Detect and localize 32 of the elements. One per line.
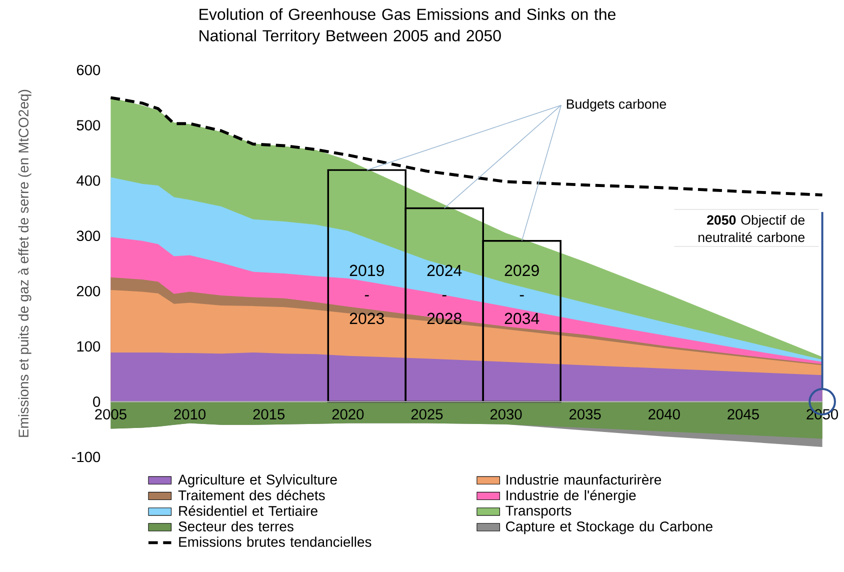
y-tick-label: 500 (76, 120, 100, 130)
x-tick-label: 2025 (411, 409, 443, 420)
legend-label: Industrie de l'énergie (506, 490, 636, 504)
chart-title: Evolution of Greenhouse Gas Emissions and Sinks on the National Territory Between 2005 and 2050 (200, 8, 616, 45)
x-tick-label: 2020 (332, 409, 364, 420)
legend-label: Capture et Stockage du Carbone (506, 521, 712, 534)
annotation: 2050 Objectif de neutralité carbone (698, 214, 805, 242)
x-tick-label: 2015 (253, 409, 285, 420)
legend-label: Emissions brutes tendancielles (179, 536, 372, 547)
y-axis-title: Emissions et puits de gaz à effet de serre (en MtCO2eq) (18, 90, 32, 437)
legend-label: Industrie maunfacturirère (506, 474, 662, 485)
x-tick-label: 2035 (570, 409, 601, 420)
legend-label: Secteur des terres (178, 521, 294, 532)
legend-label: Agriculture et Sylviculture (178, 474, 337, 488)
y-tick-label: 0 (93, 396, 100, 407)
legend-label: Transports (506, 506, 572, 518)
annotation: Budgets carbone (566, 99, 666, 112)
legend-label: Traitement des déchets (178, 490, 325, 500)
y-tick-label: 300 (76, 230, 100, 242)
y-tick-label: 600 (76, 64, 100, 76)
y-tick-label: -100 (72, 452, 100, 462)
x-tick-label: 2040 (648, 409, 680, 420)
legend-label: Résidentiel et Tertiaire (179, 505, 318, 516)
x-tick-label: 2030 (490, 409, 522, 420)
x-tick-label: 2045 (728, 409, 759, 420)
y-tick-label: 200 (76, 286, 100, 296)
y-tick-label: 400 (76, 175, 100, 186)
annotation: 2029 - 2034 (504, 264, 540, 324)
annotation: 2024 - 2028 (427, 264, 462, 324)
annotation: 2019 - 2023 (350, 264, 384, 324)
x-tick-label: 2010 (174, 409, 206, 420)
y-tick-label: 100 (77, 341, 100, 352)
